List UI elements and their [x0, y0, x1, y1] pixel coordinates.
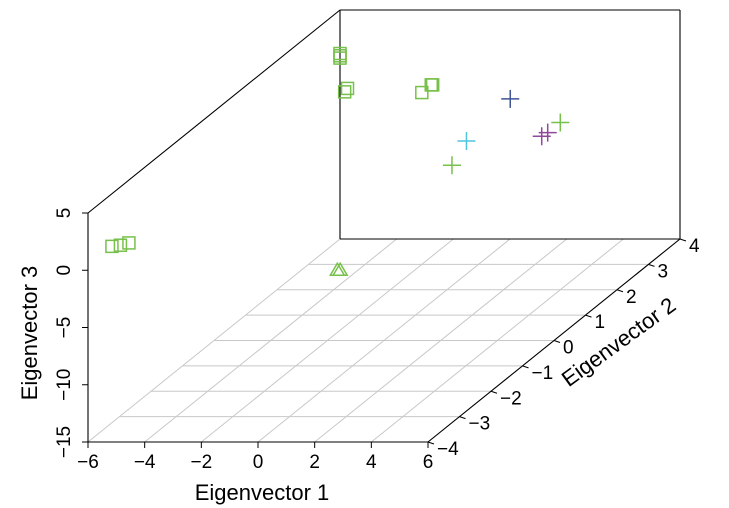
- point-plus: [442, 156, 461, 175]
- z-tick-label: −10: [54, 369, 75, 401]
- y-tick: [522, 365, 529, 369]
- z-tick-label: 0: [54, 265, 75, 276]
- y-tick: [648, 263, 655, 267]
- point-square: [340, 81, 355, 96]
- box-edge: [87, 9, 341, 214]
- y-tick-label: 3: [658, 261, 669, 282]
- x-tick-label: −4: [134, 452, 156, 473]
- z-tick-label: −15: [54, 426, 75, 458]
- y-tick-label: −2: [500, 388, 522, 409]
- point-square: [105, 239, 119, 254]
- x-tick-label: 4: [366, 452, 377, 473]
- x-tick-label: −6: [77, 452, 99, 473]
- y-tick-label: −4: [437, 439, 459, 460]
- y-tick: [616, 289, 624, 293]
- z-axis-title: Eigenvector 3: [17, 266, 42, 401]
- x-tick-label: 6: [423, 452, 434, 473]
- point-plus: [501, 89, 520, 108]
- y-tick-label: −3: [469, 414, 491, 435]
- point-plus: [551, 113, 570, 132]
- y-axis-title: Eigenvector 2: [557, 292, 681, 391]
- y-tick: [459, 416, 466, 420]
- x-axis-title: Eigenvector 1: [195, 480, 330, 505]
- point-square: [415, 85, 429, 100]
- point-triangle: [331, 261, 349, 276]
- y-tick: [585, 314, 592, 318]
- point-plus: [538, 123, 557, 142]
- z-tick-label: 5: [54, 208, 75, 219]
- point-square: [337, 85, 352, 99]
- point-square: [333, 51, 347, 65]
- x-tick-label: 0: [253, 452, 264, 473]
- y-tick-label: 1: [595, 312, 606, 333]
- z-tick-label: −5: [54, 317, 75, 339]
- y-tick-label: −1: [532, 363, 554, 384]
- y-tick: [427, 441, 435, 445]
- y-tick: [553, 340, 561, 343]
- x-tick-label: 2: [309, 452, 320, 473]
- data-points: [105, 46, 570, 276]
- y-tick: [679, 238, 687, 242]
- y-tick-label: 4: [689, 236, 700, 257]
- y-tick-label: 0: [563, 338, 574, 359]
- y-tick-label: 2: [626, 287, 637, 308]
- floor-grid: [87, 238, 681, 443]
- point-square: [122, 236, 136, 250]
- x-tick-label: −2: [190, 452, 212, 473]
- point-square: [425, 78, 440, 92]
- point-square: [113, 238, 128, 252]
- y-tick: [490, 390, 498, 394]
- point-plus: [457, 131, 476, 150]
